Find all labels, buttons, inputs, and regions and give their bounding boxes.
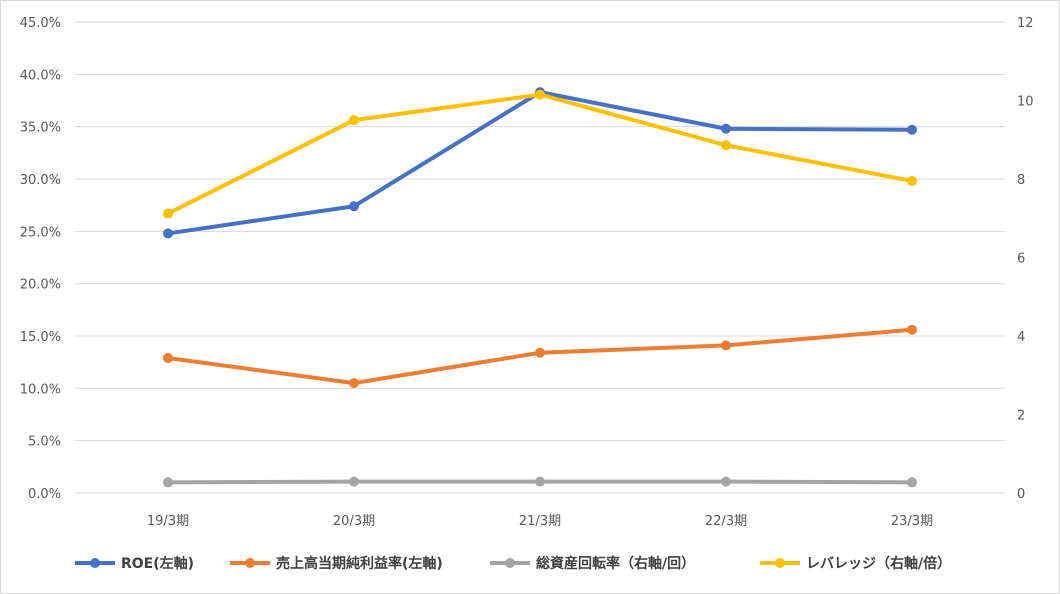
right-tick-label: 10 xyxy=(1017,95,1034,110)
data-point xyxy=(535,476,545,487)
left-tick-label: 15.0% xyxy=(20,330,61,345)
left-tick-label: 30.0% xyxy=(20,173,61,188)
legend-label: 売上高当期純利益率(左軸) xyxy=(276,555,443,572)
right-tick-label: 8 xyxy=(1017,173,1025,188)
x-tick-label: 19/3期 xyxy=(147,514,189,529)
data-point xyxy=(907,124,917,135)
left-tick-label: 45.0% xyxy=(20,16,61,31)
right-tick-label: 2 xyxy=(1017,409,1025,424)
legend-swatch-marker xyxy=(90,558,100,568)
data-point xyxy=(535,347,545,358)
right-tick-label: 6 xyxy=(1017,252,1025,267)
legend-label: 総資産回転率（右軸/回） xyxy=(536,555,695,572)
legend-label: レバレッジ（右軸/倍） xyxy=(806,555,951,572)
data-point xyxy=(907,175,917,186)
data-point xyxy=(907,477,917,488)
right-tick-label: 0 xyxy=(1017,487,1025,502)
right-tick-label: 12 xyxy=(1017,16,1034,31)
data-point xyxy=(349,115,359,126)
series-group xyxy=(163,87,917,488)
data-point xyxy=(163,352,173,363)
x-tick-label: 21/3期 xyxy=(519,514,561,529)
legend-swatch-marker xyxy=(505,558,515,568)
data-point xyxy=(721,340,731,351)
left-tick-label: 25.0% xyxy=(20,225,61,240)
gridlines xyxy=(75,21,1005,494)
left-tick-label: 10.0% xyxy=(20,382,61,397)
legend-swatch-marker xyxy=(245,558,255,568)
data-point xyxy=(907,324,917,335)
data-point xyxy=(535,89,545,100)
data-point xyxy=(721,476,731,487)
left-tick-label: 0.0% xyxy=(28,487,61,502)
left-tick-label: 20.0% xyxy=(20,278,61,293)
data-point xyxy=(349,476,359,487)
x-tick-label: 22/3期 xyxy=(705,514,747,529)
left-tick-label: 35.0% xyxy=(20,121,61,136)
left-tick-label: 40.0% xyxy=(20,68,61,83)
x-axis-tick-labels: 19/3期 20/3期 21/3期 22/3期 23/3期 xyxy=(147,514,933,529)
data-point xyxy=(721,123,731,134)
series-line-3 xyxy=(166,92,914,216)
x-tick-label: 20/3期 xyxy=(333,514,375,529)
right-tick-label: 4 xyxy=(1017,330,1025,345)
left-axis-tick-labels: 0.0% 5.0% 10.0% 15.0% 20.0% 25.0% 30.0% 35.0% 40… xyxy=(20,16,61,502)
data-point xyxy=(349,201,359,212)
data-point xyxy=(163,477,173,488)
legend-label: ROE(左軸) xyxy=(121,555,194,572)
right-axis-tick-labels: 0 2 4 6 8 10 12 xyxy=(1017,16,1034,502)
legend-swatch-marker xyxy=(775,558,785,568)
legend: ROE(左軸) 売上高当期純利益率(左軸) 総資産回転率（右軸/回） レバレッジ（右軸… xyxy=(75,555,951,572)
data-point xyxy=(163,228,173,239)
data-point xyxy=(721,140,731,151)
x-tick-label: 23/3期 xyxy=(891,514,933,529)
series-line-0 xyxy=(166,90,914,236)
data-point xyxy=(163,208,173,219)
data-point xyxy=(349,378,359,389)
left-tick-label: 5.0% xyxy=(28,435,61,450)
